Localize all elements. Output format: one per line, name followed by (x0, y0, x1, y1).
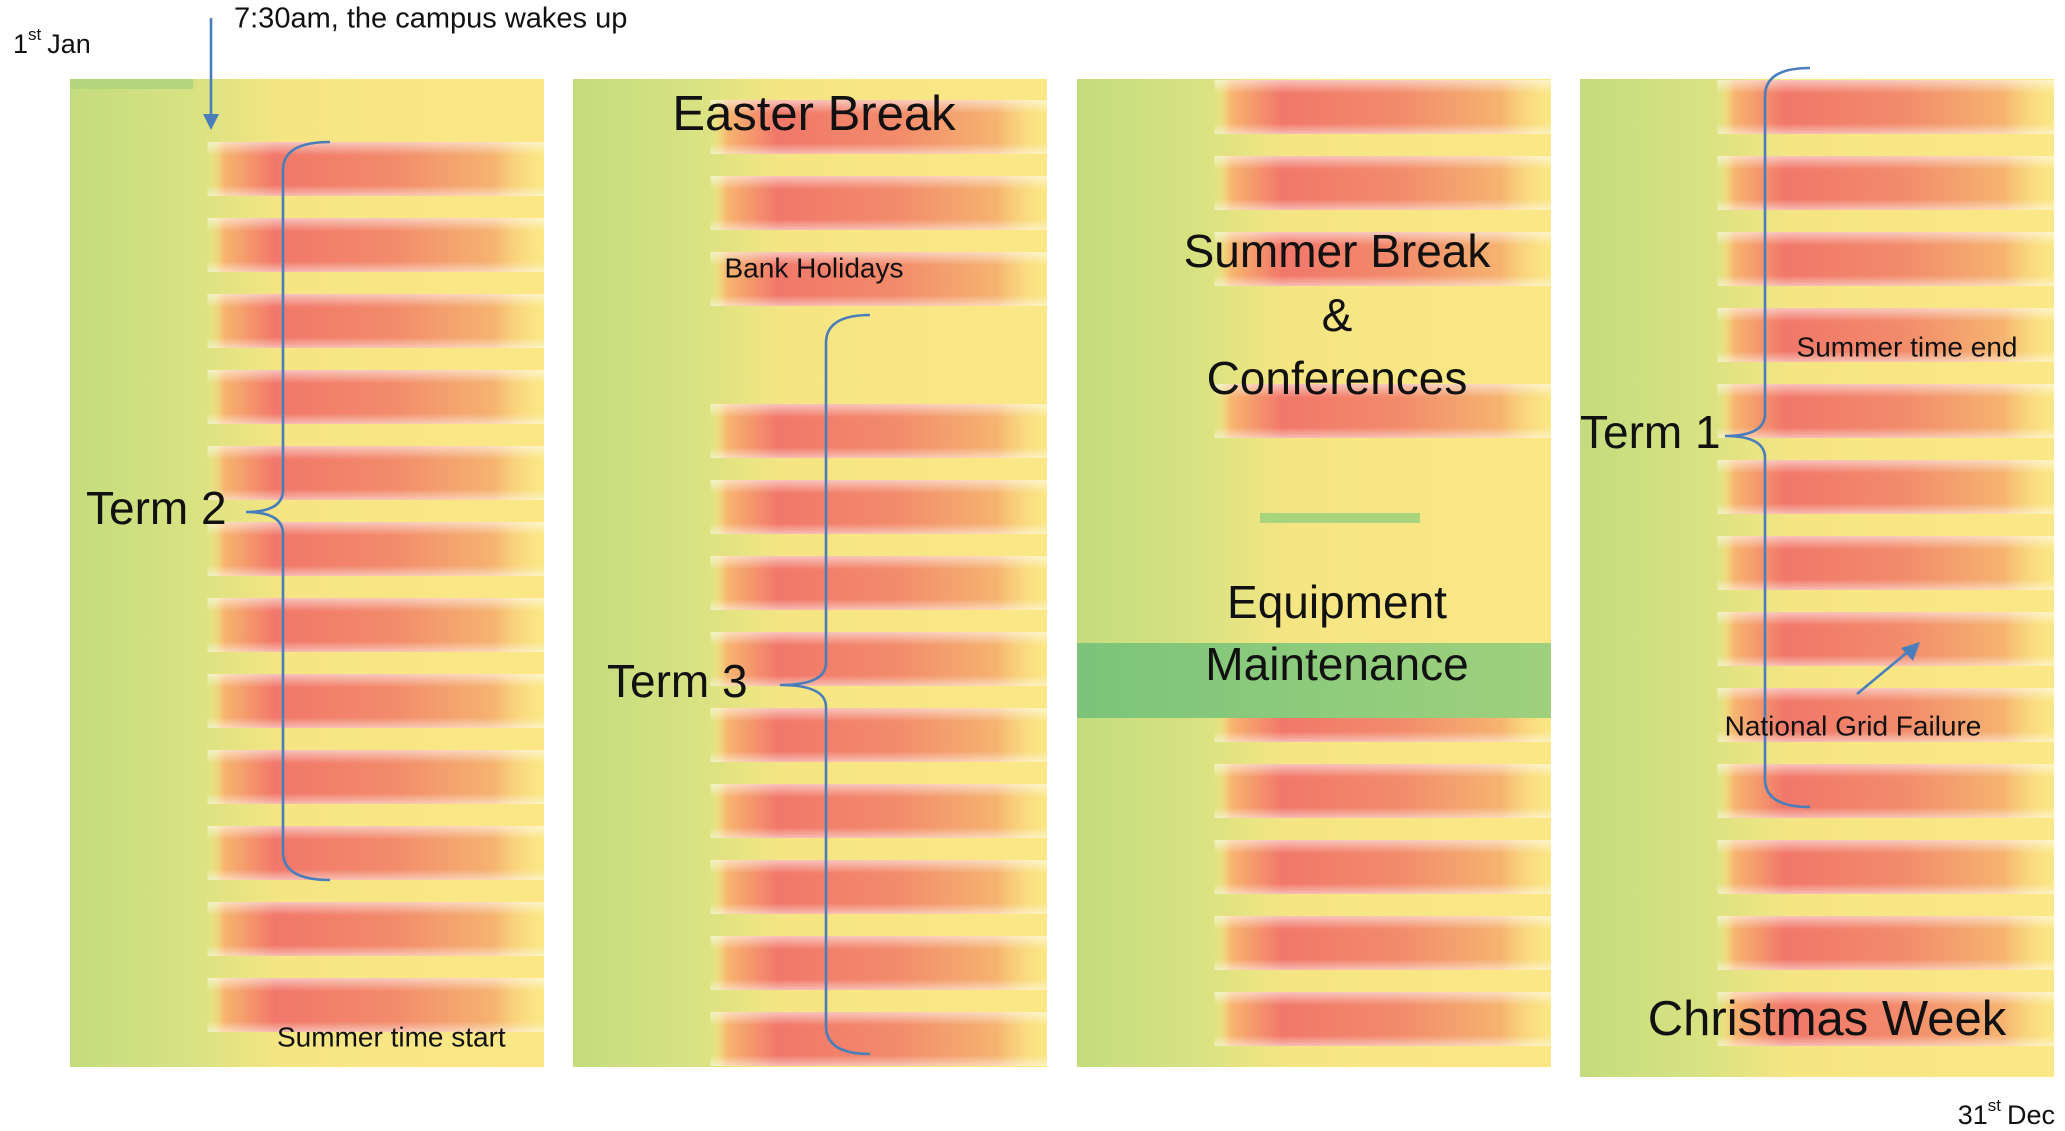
heatmap-band-shade (1214, 156, 1551, 210)
christmas-week: Christmas Week (1648, 992, 2007, 1046)
heatmap-band-shade (1214, 916, 1551, 970)
heatmap-band-shade (1717, 384, 2054, 438)
heatmap-band-shade (710, 252, 1047, 306)
heatmap-band-shade (710, 1012, 1047, 1066)
heatmap-band-shade (207, 598, 544, 652)
heatmap-band-shade (207, 826, 544, 880)
heatmap-band-shade (207, 218, 544, 272)
heatmap-band-shade (1717, 688, 2054, 742)
summer-break: & (1322, 289, 1353, 341)
brace (779, 313, 871, 1056)
heatmap-band-shade (207, 750, 544, 804)
heatmap-band-shade (1717, 612, 2054, 666)
heatmap-band-shade (1214, 232, 1551, 286)
heatmap-band-shade (207, 294, 544, 348)
term-1-label: Term 1 (1580, 406, 1721, 458)
heatmap-band-shade (1717, 460, 2054, 514)
maintenance-band (1077, 643, 1551, 718)
heatmap-band-shade (207, 370, 544, 424)
heatmap-band-shade (710, 708, 1047, 762)
heatmap-band-shade (1214, 992, 1551, 1046)
summer-time-start: Summer time start (277, 1021, 506, 1052)
heatmap-band-shade (710, 936, 1047, 990)
heatmap-band-shade (207, 142, 544, 196)
heatmap-band-shade (710, 556, 1047, 610)
heatmap-band-shade (1717, 80, 2054, 134)
equipment-maintenance: Equipment (1227, 576, 1447, 628)
arrow-head (1901, 642, 1920, 661)
heatmap-band-shade (710, 632, 1047, 686)
heatmap-band-shade (1214, 764, 1551, 818)
heatmap-panels (70, 79, 2054, 1077)
heatmap-row (70, 79, 194, 89)
heatmap-band-shade (710, 404, 1047, 458)
heatmap-band-shade (1717, 916, 2054, 970)
heatmap-band-shade (1717, 764, 2054, 818)
national-grid-failure: National Grid Failure (1725, 710, 1982, 741)
start-date: 1st Jan (13, 25, 91, 59)
heatmap-band-shade (1214, 80, 1551, 134)
heatmap-band-shade (1717, 232, 2054, 286)
heatmap-band-shade (1214, 840, 1551, 894)
heatmap-band-shade (207, 522, 544, 576)
wake-note: 7:30am, the campus wakes up (234, 3, 627, 35)
arrow-head (203, 114, 219, 130)
heatmap-band-shade (207, 674, 544, 728)
heatmap-band-shade (1717, 992, 2054, 1046)
heatmap-band-shade (1214, 384, 1551, 438)
arrow (1856, 648, 1911, 696)
heatmap-row (1260, 513, 1420, 523)
heatmap-band-shade (207, 902, 544, 956)
heatmap-band-shade (710, 860, 1047, 914)
bank-holidays: Bank Holidays (725, 252, 904, 283)
heatmap-band-shade (1717, 536, 2054, 590)
term-3-label: Term 3 (607, 655, 748, 707)
brace (1724, 66, 1811, 809)
brace (245, 140, 331, 882)
heatmap-band-shade (207, 446, 544, 500)
heatmap-band-shade (1717, 840, 2054, 894)
summer-break: Summer Break (1184, 225, 1492, 277)
heatmap-band-shade (1717, 156, 2054, 210)
heatmap-band-shade (710, 100, 1047, 154)
heatmap-band-shade (710, 784, 1047, 838)
term-2-label: Term 2 (86, 482, 227, 534)
heatmap-band-shade (207, 978, 544, 1032)
heatmap-band-shade (1717, 308, 2054, 362)
easter-break: Easter Break (672, 87, 956, 141)
summer-time-end: Summer time end (1797, 331, 2018, 362)
heatmap-band-shade (710, 176, 1047, 230)
equipment-maintenance: Maintenance (1205, 638, 1468, 690)
heatmap-band-shade (710, 480, 1047, 534)
end-date: 31st Dec (1958, 1096, 2055, 1130)
summer-break: Conferences (1207, 352, 1468, 404)
